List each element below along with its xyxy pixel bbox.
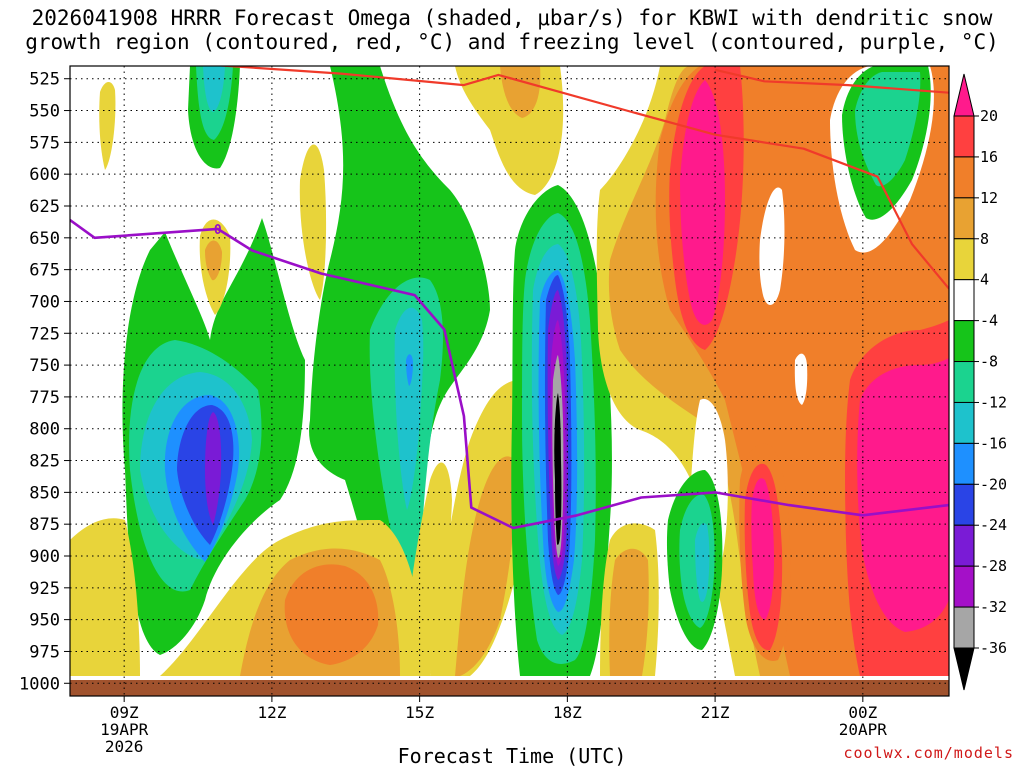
omega-region bbox=[794, 353, 808, 405]
colorbar-label: -32 bbox=[980, 598, 1007, 616]
x-tick-label: 15Z bbox=[405, 703, 434, 722]
omega-region bbox=[284, 564, 379, 665]
omega-region bbox=[70, 518, 140, 676]
y-tick-label: 625 bbox=[29, 197, 60, 217]
colorbar-swatch bbox=[953, 156, 975, 199]
y-tick-label: 1000 bbox=[19, 674, 60, 694]
colorbar-label: -36 bbox=[980, 639, 1007, 657]
colorbar-label: -28 bbox=[980, 557, 1007, 575]
colorbar-swatch bbox=[953, 606, 975, 649]
colorbar-swatch bbox=[953, 524, 975, 567]
y-tick-label: 750 bbox=[29, 356, 60, 376]
colorbar-label: 12 bbox=[980, 189, 998, 207]
ground-strip bbox=[70, 680, 949, 696]
y-tick-label: 600 bbox=[29, 165, 60, 185]
contour-series bbox=[714, 68, 949, 94]
omega-region bbox=[695, 523, 710, 602]
x-tick-label: 00Z bbox=[848, 703, 877, 722]
chart-title: 2026041908 HRRR Forecast Omega (shaded, … bbox=[0, 6, 1024, 54]
y-tick-label: 775 bbox=[29, 388, 60, 408]
omega-region bbox=[99, 81, 116, 170]
contour-series bbox=[212, 66, 949, 290]
colorbar-label: 16 bbox=[980, 148, 998, 166]
omega-region bbox=[554, 393, 562, 545]
y-tick-label: 875 bbox=[29, 515, 60, 535]
colorbar-swatch bbox=[953, 279, 975, 322]
omega-region bbox=[751, 478, 774, 620]
omega-region bbox=[205, 412, 222, 525]
colorbar-label: 4 bbox=[980, 271, 989, 289]
colorbar-label: -20 bbox=[980, 475, 1007, 493]
omega-region bbox=[203, 66, 225, 112]
colorbar-swatch bbox=[953, 197, 975, 240]
colorbar-swatch bbox=[953, 647, 975, 691]
freezing-level-label: 0 bbox=[214, 223, 222, 238]
credit-link[interactable]: coolwx.com/models bbox=[843, 744, 1014, 762]
contour-series bbox=[70, 218, 949, 530]
colorbar-swatch bbox=[953, 238, 975, 281]
omega-region bbox=[455, 456, 516, 676]
x-tick-sublabel: 20APR bbox=[839, 720, 888, 739]
colorbar-swatch bbox=[953, 361, 975, 403]
colorbar-label: -16 bbox=[980, 434, 1007, 452]
title-line-2: growth region (contoured, red, °C) and f… bbox=[25, 30, 999, 54]
omega-region bbox=[857, 358, 949, 632]
omega-region bbox=[855, 72, 921, 187]
x-tick-label: 09Z bbox=[110, 703, 139, 722]
title-line-1: 2026041908 HRRR Forecast Omega (shaded, … bbox=[31, 6, 993, 30]
omega-region bbox=[205, 240, 222, 281]
y-tick-label: 975 bbox=[29, 642, 60, 662]
colorbar-label: -8 bbox=[980, 353, 998, 371]
colorbar-swatch bbox=[953, 73, 975, 117]
colorbar-label: -24 bbox=[980, 516, 1007, 534]
colorbar-swatch bbox=[953, 115, 975, 158]
x-tick-label: 21Z bbox=[701, 703, 730, 722]
y-tick-label: 525 bbox=[29, 70, 60, 90]
colorbar-label: 8 bbox=[980, 230, 989, 248]
omega-region bbox=[680, 80, 725, 325]
x-tick-label: 12Z bbox=[257, 703, 286, 722]
x-tick-label: 18Z bbox=[553, 703, 582, 722]
y-tick-label: 800 bbox=[29, 420, 60, 440]
y-tick-label: 550 bbox=[29, 102, 60, 122]
colorbar-swatch bbox=[953, 565, 975, 608]
grid-lines bbox=[70, 66, 949, 696]
x-tick-year: 2026 bbox=[105, 737, 144, 756]
omega-region bbox=[609, 548, 649, 676]
y-tick-label: 675 bbox=[29, 261, 60, 281]
colorbar-swatch bbox=[953, 483, 975, 526]
y-tick-label: 850 bbox=[29, 483, 60, 503]
omega-region bbox=[299, 144, 327, 300]
omega-region bbox=[759, 187, 785, 305]
omega-region bbox=[394, 307, 424, 510]
plot-frame bbox=[69, 65, 950, 697]
y-tick-label: 900 bbox=[29, 547, 60, 567]
y-axis: 525 550 575 600 625 650 675 700 725 750 775 800 825 8… bbox=[19, 70, 70, 694]
omega-region bbox=[406, 354, 413, 386]
y-tick-label: 825 bbox=[29, 452, 60, 472]
y-tick-label: 925 bbox=[29, 579, 60, 599]
colorbar-label: -12 bbox=[980, 393, 1007, 411]
y-tick-label: 700 bbox=[29, 292, 60, 312]
colorbar-swatch bbox=[953, 442, 975, 485]
colorbar: 20 16 12 8 4 -4 -8 -12 -16 -20 -24 -28 -32 -36 bbox=[953, 73, 1007, 691]
omega-shading bbox=[70, 66, 949, 676]
x-axis-title: Forecast Time (UTC) bbox=[397, 744, 627, 768]
colorbar-swatch bbox=[953, 401, 975, 444]
y-tick-label: 950 bbox=[29, 611, 60, 631]
y-tick-label: 650 bbox=[29, 229, 60, 249]
y-tick-label: 575 bbox=[29, 133, 60, 153]
colorbar-swatch bbox=[953, 320, 975, 363]
colorbar-label: -4 bbox=[980, 312, 998, 330]
omega-region bbox=[402, 462, 452, 676]
contour-lines: 0 bbox=[70, 66, 949, 530]
y-tick-label: 725 bbox=[29, 324, 60, 344]
colorbar-label: 20 bbox=[980, 107, 998, 125]
x-tick-sublabel: 19APR bbox=[100, 720, 149, 739]
